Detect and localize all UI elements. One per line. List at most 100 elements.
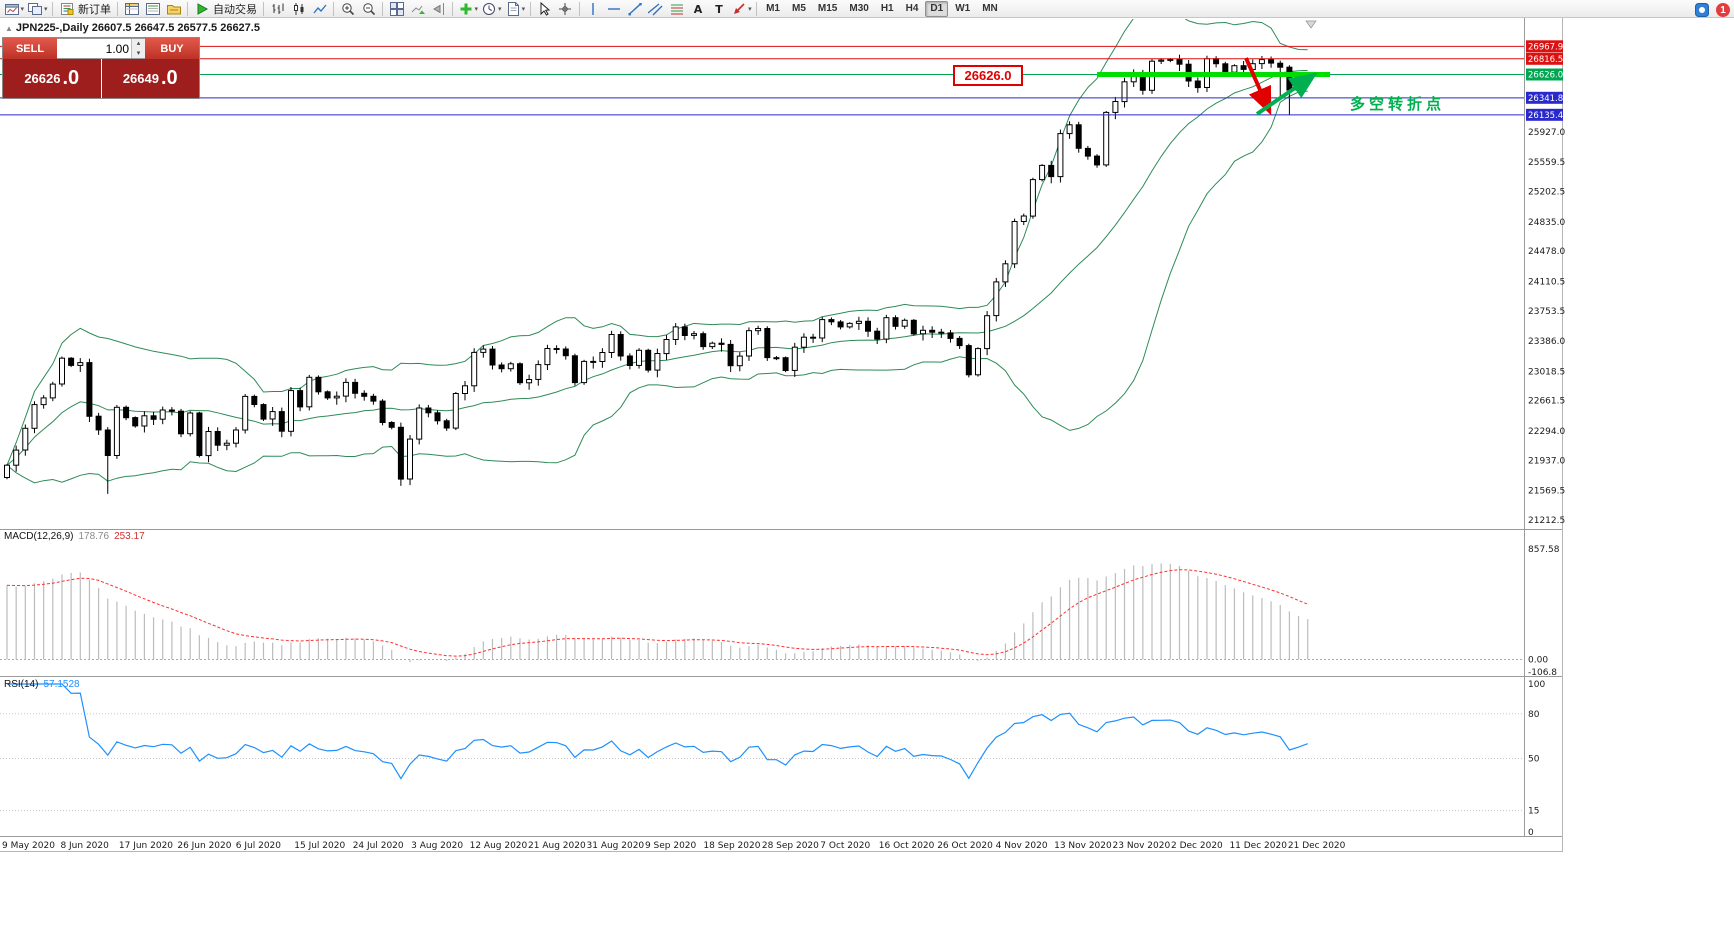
rsi-indicator-label: RSI(14) 57.1528 bbox=[4, 679, 80, 690]
shift-icon bbox=[432, 2, 444, 15]
timeframe-w1-button[interactable]: W1 bbox=[955, 2, 971, 14]
candlestick-chart-button[interactable] bbox=[289, 0, 309, 18]
fibonacci-button[interactable] bbox=[667, 0, 687, 18]
bar-chart-button[interactable] bbox=[268, 0, 288, 18]
price-tag: 26135.4 bbox=[1526, 108, 1563, 121]
templates-button[interactable]: ▾ bbox=[504, 0, 527, 18]
line-chart-button[interactable] bbox=[310, 0, 330, 18]
arrows-button[interactable]: ▾ bbox=[730, 0, 753, 18]
cursor-button[interactable] bbox=[534, 0, 554, 18]
svg-text:23753.5: 23753.5 bbox=[1528, 307, 1565, 317]
trendline-button[interactable] bbox=[625, 0, 645, 18]
zoom-out-button[interactable] bbox=[359, 0, 379, 18]
bars-icon bbox=[272, 3, 284, 14]
autotrade-icon bbox=[197, 2, 208, 15]
svg-text:24835.0: 24835.0 bbox=[1528, 218, 1565, 228]
navigator-button[interactable] bbox=[164, 0, 184, 18]
one-click-trading-panel: SELL ▴ ▾ BUY 26626.0 26649.0 bbox=[3, 38, 199, 98]
svg-text:22294.0: 22294.0 bbox=[1528, 427, 1565, 437]
ind-plus-icon bbox=[460, 3, 472, 14]
svg-text:6 Jul 2020: 6 Jul 2020 bbox=[236, 841, 281, 851]
svg-text:25927.0: 25927.0 bbox=[1528, 128, 1565, 138]
volume-increase-button[interactable]: ▴ bbox=[132, 39, 145, 49]
volume-decrease-button[interactable]: ▾ bbox=[132, 48, 145, 58]
channel-button[interactable] bbox=[646, 0, 666, 18]
timeframe-h4-button[interactable]: H4 bbox=[905, 2, 919, 14]
toolbar-separator bbox=[333, 1, 335, 16]
svg-text:857.58: 857.58 bbox=[1528, 545, 1560, 555]
svg-text:21569.5: 21569.5 bbox=[1528, 487, 1565, 497]
buy-button[interactable]: BUY bbox=[145, 38, 199, 59]
chevron-down-icon: ▾ bbox=[20, 5, 25, 13]
horizontal-line-button[interactable] bbox=[604, 0, 624, 18]
svg-text:28 Sep 2020: 28 Sep 2020 bbox=[762, 841, 819, 851]
svg-text:A: A bbox=[694, 3, 703, 16]
timeframe-m1-button[interactable]: M1 bbox=[766, 2, 780, 14]
label-button[interactable]: T bbox=[709, 0, 729, 18]
text-button[interactable]: A bbox=[688, 0, 708, 18]
time-axis[interactable]: 9 May 2020 8 Jun 2020 17 Jun 2020 26 Jun 20… bbox=[2, 841, 1346, 851]
clock-icon bbox=[483, 2, 496, 15]
timeframe-m30-button[interactable]: M30 bbox=[849, 2, 869, 14]
autotrading-button[interactable] bbox=[192, 0, 212, 18]
new-order-button-label[interactable]: 新订单 bbox=[78, 3, 112, 16]
text-button-icon: A bbox=[694, 3, 703, 16]
auto-scroll-button[interactable] bbox=[408, 0, 428, 18]
vertical-line-button[interactable] bbox=[583, 0, 603, 18]
up-arrow-annotation[interactable] bbox=[1255, 72, 1318, 116]
sell-price[interactable]: 26626.0 bbox=[3, 59, 102, 98]
sell-button[interactable]: SELL bbox=[3, 38, 57, 59]
svg-text:21212.5: 21212.5 bbox=[1528, 516, 1565, 526]
toolbar-separator bbox=[529, 1, 531, 16]
crosshair-icon bbox=[559, 2, 572, 15]
candles-icon bbox=[293, 2, 304, 15]
buy-price[interactable]: 26649.0 bbox=[122, 67, 178, 89]
down-arrow-annotation[interactable] bbox=[1244, 57, 1272, 116]
main-price-pane[interactable] bbox=[4, 12, 1311, 494]
candlesticks bbox=[4, 54, 1311, 494]
notification-badge[interactable]: 1 bbox=[1716, 3, 1730, 17]
toolbar-separator bbox=[187, 1, 189, 16]
market-watch-button[interactable] bbox=[122, 0, 142, 18]
price-callout-box[interactable]: 26626.0 bbox=[953, 65, 1023, 86]
svg-text:25559.5: 25559.5 bbox=[1528, 158, 1565, 168]
main-toolbar: ▾ ▾ 新订单 自动交易 ▾ ▾ ▾ A T ▾ M1 M5 M15 M30 H1 H4 D1 W1 MN 1 bbox=[0, 0, 1734, 18]
svg-text:2 Dec 2020: 2 Dec 2020 bbox=[1171, 841, 1223, 851]
svg-text:9 May 2020: 9 May 2020 bbox=[2, 841, 55, 851]
chart-shift-button[interactable] bbox=[429, 0, 449, 18]
chart-shift-marker[interactable] bbox=[1305, 20, 1317, 29]
periods-button[interactable]: ▾ bbox=[480, 0, 503, 18]
toolbar-separator bbox=[756, 1, 758, 16]
price-axis[interactable]: 25927.0 25559.5 25202.5 24835.0 24478.0 24110… bbox=[1526, 40, 1565, 526]
community-icon[interactable] bbox=[1692, 1, 1712, 19]
toolbar-separator bbox=[117, 1, 119, 16]
svg-text:21937.0: 21937.0 bbox=[1528, 456, 1565, 466]
profiles-button[interactable]: ▾ bbox=[26, 0, 49, 18]
autotrading-button-label[interactable]: 自动交易 bbox=[213, 3, 258, 16]
tile-windows-button[interactable] bbox=[387, 0, 407, 18]
svg-text:26626.0: 26626.0 bbox=[1528, 71, 1563, 81]
timeframe-m15-button[interactable]: M15 bbox=[817, 2, 838, 14]
new-chart-button[interactable]: ▾ bbox=[3, 0, 26, 18]
timeframe-d1-button[interactable]: D1 bbox=[925, 0, 949, 17]
timeframe-m5-button[interactable]: M5 bbox=[792, 2, 806, 14]
indicators-button[interactable]: ▾ bbox=[457, 0, 480, 18]
svg-text:13 Nov 2020: 13 Nov 2020 bbox=[1054, 841, 1112, 851]
svg-text:9 Sep 2020: 9 Sep 2020 bbox=[645, 841, 697, 851]
macd-indicator-label: MACD(12,26,9) 178.76 253.17 bbox=[4, 531, 145, 542]
macd-pane[interactable] bbox=[0, 563, 1524, 663]
zoom-in-button[interactable] bbox=[338, 0, 358, 18]
collapse-panel-icon[interactable]: ▲ bbox=[5, 24, 13, 33]
volume-input[interactable] bbox=[57, 39, 131, 58]
svg-text:24110.5: 24110.5 bbox=[1528, 277, 1565, 287]
rsi-pane[interactable] bbox=[0, 683, 1524, 812]
timeframe-mn-button[interactable]: MN bbox=[982, 2, 998, 14]
cursor-icon bbox=[540, 1, 551, 16]
svg-text:26967.9: 26967.9 bbox=[1528, 43, 1563, 53]
timeframe-h1-button[interactable]: H1 bbox=[880, 2, 894, 14]
new-order-button[interactable] bbox=[57, 0, 77, 18]
data-window-button[interactable] bbox=[143, 0, 163, 18]
crosshair-button[interactable] bbox=[555, 0, 575, 18]
horizontal-level-lines[interactable] bbox=[0, 45, 1524, 116]
